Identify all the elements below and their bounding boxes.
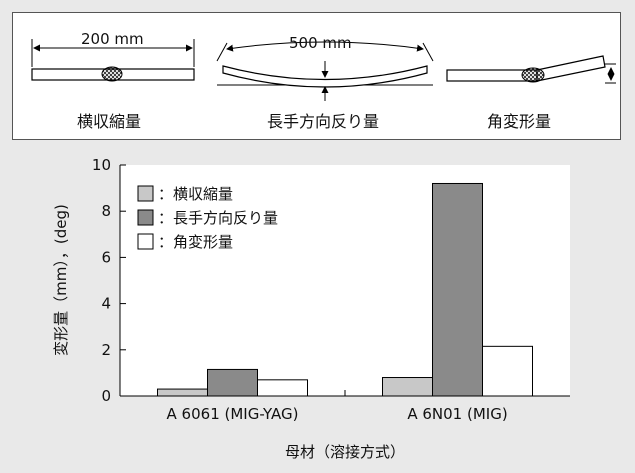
x-axis-label: 母材（溶接方式） (285, 443, 405, 461)
legend-swatch (137, 209, 154, 226)
longitudinal-dimension-label: 500 mm (289, 34, 352, 52)
longitudinal-bow-diagram (216, 41, 434, 101)
y-axis-label: 変形量（mm），(deg) (52, 204, 70, 356)
angular-distortion-label: 角変形量 (487, 112, 552, 131)
deformation-schematics (31, 39, 616, 101)
legend-label: ：横収縮量 (158, 185, 233, 203)
bar (482, 345, 533, 397)
legend-label: ：長手方向反り量 (158, 209, 278, 227)
y-tick-label: 2 (101, 341, 111, 359)
bar (257, 379, 308, 397)
y-tick-label: 6 (101, 248, 111, 266)
bar (382, 377, 433, 397)
y-tick-label: 10 (92, 156, 111, 174)
bar (432, 182, 483, 397)
legend-swatch (137, 233, 154, 250)
x-tick-label: A 6061 (MIG-YAG) (167, 405, 299, 423)
legend-swatch (137, 185, 154, 202)
transverse-dimension-label: 200 mm (81, 30, 144, 48)
y-tick-label: 8 (101, 202, 111, 220)
legend-label: ：角変形量 (158, 233, 233, 251)
x-tick-label: A 6N01 (MIG) (407, 405, 507, 423)
longitudinal-bow-label: 長手方向反り量 (267, 112, 380, 131)
transverse-shrinkage-diagram (31, 39, 195, 82)
y-tick-label: 4 (101, 295, 111, 313)
deformation-diagram-panel: 200 mm 500 mm 横収縮量 長手方向反り量 角変形量 (12, 12, 621, 140)
bar (207, 368, 258, 397)
transverse-shrinkage-label: 横収縮量 (77, 112, 142, 131)
y-tick-label: 0 (101, 387, 111, 405)
angular-distortion-diagram (446, 55, 616, 84)
bar (157, 388, 208, 397)
